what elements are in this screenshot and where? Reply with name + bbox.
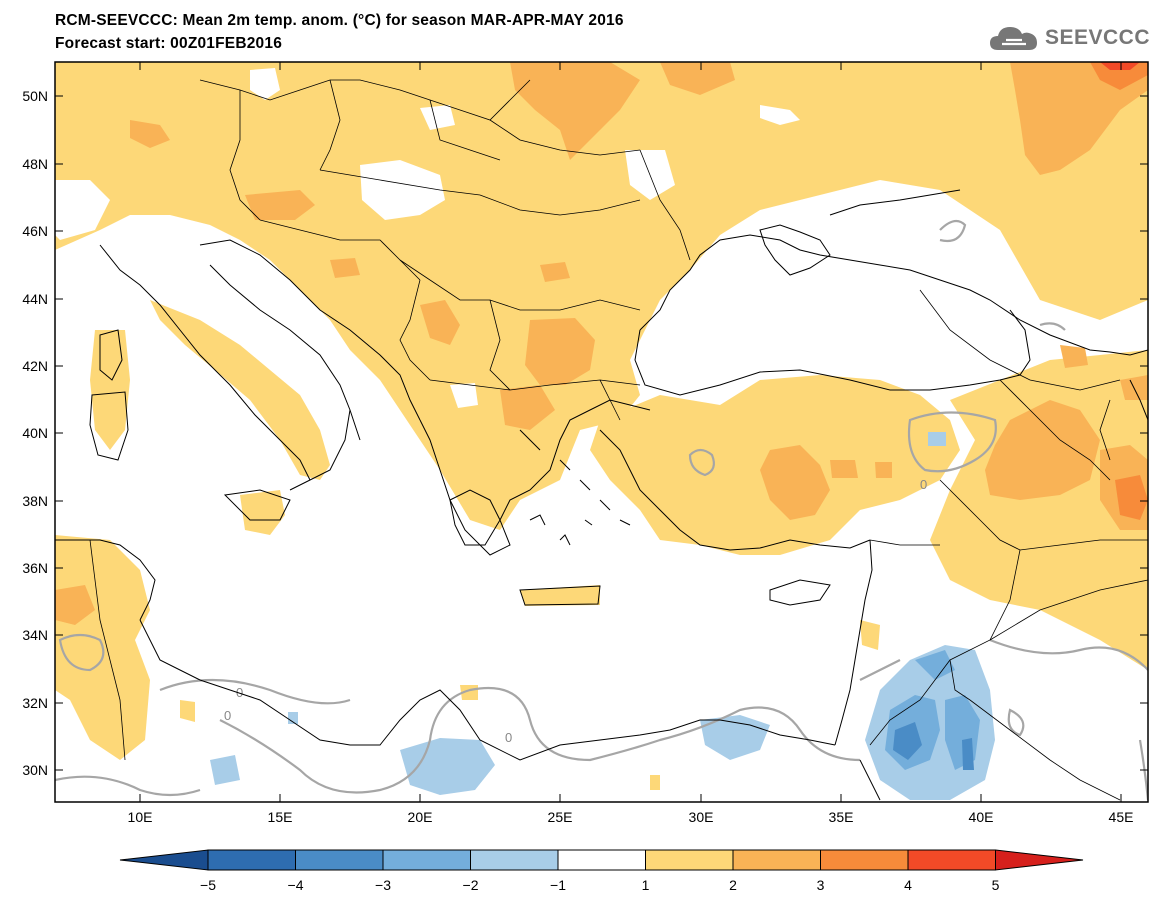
colorbar-segment <box>820 849 909 871</box>
map-title: RCM-SEEVCCC: Mean 2m temp. anom. (°C) fo… <box>55 12 624 29</box>
lon-tick-label: 25E <box>548 809 573 825</box>
colorbar-label: −2 <box>463 877 479 893</box>
lat-tick-label: 40N <box>22 425 48 441</box>
seevccc-logo: SEEVCCC <box>988 22 1150 54</box>
lon-tick-label: 40E <box>969 809 994 825</box>
anomaly-fill-4-5 <box>1100 62 1140 70</box>
colorbar-label: 4 <box>904 877 912 893</box>
colorbar-segment <box>207 849 296 871</box>
colorbar-label: 3 <box>817 877 825 893</box>
map-area: 0 0 0 0 <box>55 62 1148 802</box>
anomaly-fill-2-3 <box>55 62 1148 625</box>
lon-tick-label: 10E <box>128 809 153 825</box>
colorbar-label: −1 <box>550 877 566 893</box>
lat-tick-label: 32N <box>22 695 48 711</box>
lon-tick-label: 30E <box>689 809 714 825</box>
lat-tick-label: 46N <box>22 223 48 239</box>
contour-label: 0 <box>236 685 243 700</box>
colorbar-segment <box>470 849 559 871</box>
cloud-logo-icon <box>989 27 1037 50</box>
colorbar-label: −4 <box>288 877 304 893</box>
lat-tick-label: 34N <box>22 627 48 643</box>
lat-tick-label: 30N <box>22 762 48 778</box>
contour-label: 0 <box>505 730 512 745</box>
anomaly-fill-neg-3-4 <box>893 722 974 770</box>
colorbar-label: 5 <box>992 877 1000 893</box>
lon-tick-label: 35E <box>829 809 854 825</box>
lat-tick-label: 42N <box>22 358 48 374</box>
forecast-start-label: Forecast start: 00Z01FEB2016 <box>55 35 283 52</box>
lat-tick-label: 36N <box>22 560 48 576</box>
colorbar-segment <box>645 849 734 871</box>
lon-tick-label: 45E <box>1109 809 1134 825</box>
contour-label: 0 <box>920 477 927 492</box>
colorbar-label: 1 <box>642 877 650 893</box>
lat-tick-label: 50N <box>22 88 48 104</box>
lat-tick-label: 48N <box>22 156 48 172</box>
map-frame <box>54 61 1149 803</box>
anomaly-fill-3-4 <box>1090 62 1148 520</box>
colorbar-over-triangle <box>995 849 1084 871</box>
colorbar-segment <box>557 849 646 871</box>
colorbar-label: −3 <box>375 877 391 893</box>
logo-text: SEEVCCC <box>1044 26 1150 49</box>
colorbar-segment <box>295 849 384 871</box>
contour-label-group: 0 0 0 0 <box>224 477 927 745</box>
latitude-axis: 50N 48N 46N 44N 42N 40N 38N 36N 34N 32N … <box>22 88 1148 778</box>
colorbar-segment <box>382 849 471 871</box>
lat-tick-label: 38N <box>22 493 48 509</box>
colorbar-label: 2 <box>729 877 737 893</box>
coastlines <box>55 189 1148 801</box>
lon-tick-label: 15E <box>268 809 293 825</box>
colorbar-segment <box>732 849 821 871</box>
longitude-axis: 10E 15E 20E 25E 30E 35E 40E 45E <box>128 62 1134 825</box>
colorbar-label: −5 <box>200 877 216 893</box>
colorbar-segment <box>907 849 996 871</box>
country-borders <box>89 79 1148 801</box>
lon-tick-label: 20E <box>408 809 433 825</box>
lat-tick-label: 44N <box>22 291 48 307</box>
colorbar: −5 −4 −3 −2 −1 1 2 3 4 5 <box>119 849 1084 893</box>
colorbar-under-triangle <box>119 849 209 871</box>
contour-label: 0 <box>224 708 231 723</box>
